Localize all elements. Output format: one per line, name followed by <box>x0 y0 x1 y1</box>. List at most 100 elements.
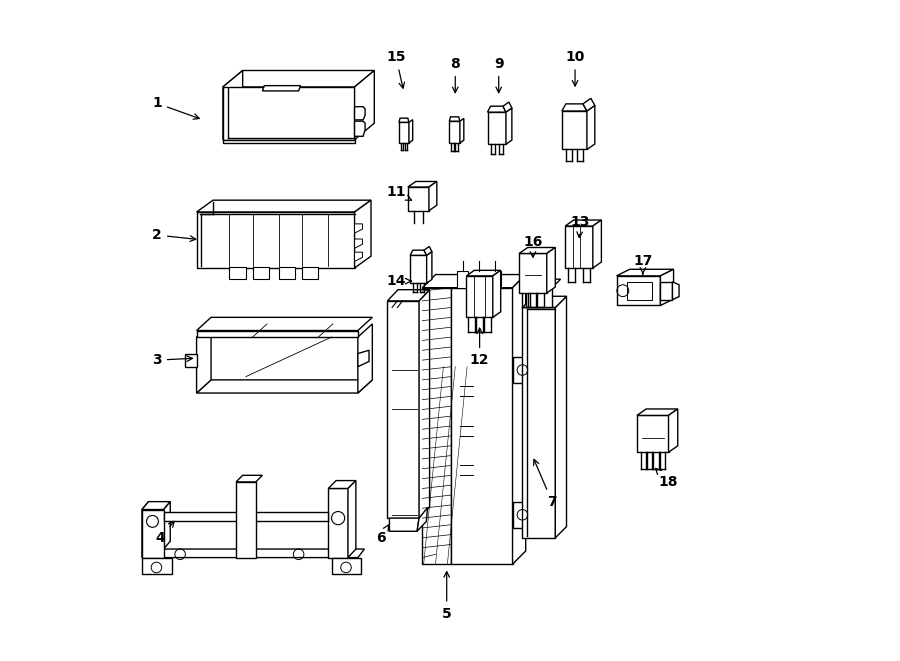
Polygon shape <box>419 290 429 518</box>
Polygon shape <box>616 276 661 305</box>
Polygon shape <box>637 415 669 452</box>
Polygon shape <box>355 253 363 261</box>
Polygon shape <box>164 502 170 549</box>
Polygon shape <box>616 269 673 276</box>
Polygon shape <box>263 86 301 91</box>
Polygon shape <box>142 502 148 558</box>
Polygon shape <box>519 247 555 253</box>
Polygon shape <box>526 288 552 307</box>
Polygon shape <box>236 475 263 482</box>
Text: 5: 5 <box>442 572 452 621</box>
Polygon shape <box>408 187 429 211</box>
Text: 17: 17 <box>634 254 652 274</box>
Polygon shape <box>637 409 678 415</box>
Polygon shape <box>253 267 269 279</box>
Polygon shape <box>355 224 363 233</box>
Text: 1: 1 <box>152 97 199 119</box>
Polygon shape <box>142 558 172 574</box>
Polygon shape <box>672 282 680 299</box>
Polygon shape <box>196 380 373 393</box>
Text: 16: 16 <box>523 235 543 257</box>
Polygon shape <box>512 357 529 383</box>
Polygon shape <box>562 104 587 111</box>
Polygon shape <box>466 270 500 276</box>
Polygon shape <box>184 354 196 367</box>
Polygon shape <box>422 274 526 288</box>
Polygon shape <box>451 288 512 564</box>
Polygon shape <box>196 200 371 212</box>
Text: 18: 18 <box>655 469 679 489</box>
Polygon shape <box>399 122 409 143</box>
Text: 3: 3 <box>152 353 193 367</box>
Text: 13: 13 <box>571 215 590 237</box>
Text: 11: 11 <box>386 185 411 200</box>
Polygon shape <box>390 518 419 531</box>
Polygon shape <box>410 255 427 283</box>
Polygon shape <box>388 301 419 518</box>
Text: 10: 10 <box>565 50 585 86</box>
Polygon shape <box>223 87 355 139</box>
Polygon shape <box>565 220 601 226</box>
Polygon shape <box>661 269 673 305</box>
Polygon shape <box>519 253 547 293</box>
Polygon shape <box>417 508 428 531</box>
Text: 7: 7 <box>534 459 557 508</box>
Polygon shape <box>355 239 363 249</box>
Polygon shape <box>449 117 460 121</box>
Polygon shape <box>427 252 432 283</box>
Text: 9: 9 <box>494 57 503 93</box>
Polygon shape <box>142 510 164 558</box>
Polygon shape <box>669 409 678 452</box>
Polygon shape <box>583 98 595 111</box>
Polygon shape <box>355 121 365 136</box>
Text: 6: 6 <box>376 525 389 545</box>
Polygon shape <box>429 182 436 211</box>
Polygon shape <box>512 274 526 564</box>
Polygon shape <box>661 282 672 299</box>
Polygon shape <box>399 118 409 122</box>
Polygon shape <box>410 250 427 255</box>
Polygon shape <box>358 324 373 393</box>
Polygon shape <box>223 139 355 143</box>
Polygon shape <box>555 296 566 538</box>
Polygon shape <box>142 549 364 558</box>
Polygon shape <box>408 182 436 187</box>
Polygon shape <box>488 112 506 144</box>
Polygon shape <box>328 488 348 558</box>
Polygon shape <box>512 502 529 528</box>
Polygon shape <box>593 220 601 268</box>
Polygon shape <box>196 330 358 337</box>
Polygon shape <box>488 106 506 112</box>
Polygon shape <box>223 71 243 139</box>
Text: 14: 14 <box>386 274 411 288</box>
Text: 12: 12 <box>470 328 490 367</box>
Polygon shape <box>328 481 356 488</box>
Polygon shape <box>196 324 211 393</box>
Polygon shape <box>302 267 319 279</box>
Polygon shape <box>196 317 373 330</box>
Polygon shape <box>355 106 365 120</box>
Polygon shape <box>164 512 328 522</box>
Polygon shape <box>547 247 555 293</box>
Polygon shape <box>388 290 429 301</box>
Text: 15: 15 <box>386 50 406 88</box>
Polygon shape <box>503 102 512 112</box>
Polygon shape <box>331 558 361 574</box>
Polygon shape <box>355 71 374 139</box>
Polygon shape <box>473 271 485 288</box>
Polygon shape <box>493 270 500 317</box>
Polygon shape <box>627 282 652 299</box>
Polygon shape <box>142 502 170 510</box>
Polygon shape <box>355 200 371 268</box>
Text: 8: 8 <box>450 57 460 93</box>
Text: 4: 4 <box>156 522 175 545</box>
Polygon shape <box>348 481 356 558</box>
Polygon shape <box>358 350 369 367</box>
Polygon shape <box>449 121 460 143</box>
Polygon shape <box>506 108 512 144</box>
Polygon shape <box>236 482 256 558</box>
Polygon shape <box>587 106 595 149</box>
Polygon shape <box>460 118 464 143</box>
Polygon shape <box>230 267 246 279</box>
Polygon shape <box>456 271 468 288</box>
